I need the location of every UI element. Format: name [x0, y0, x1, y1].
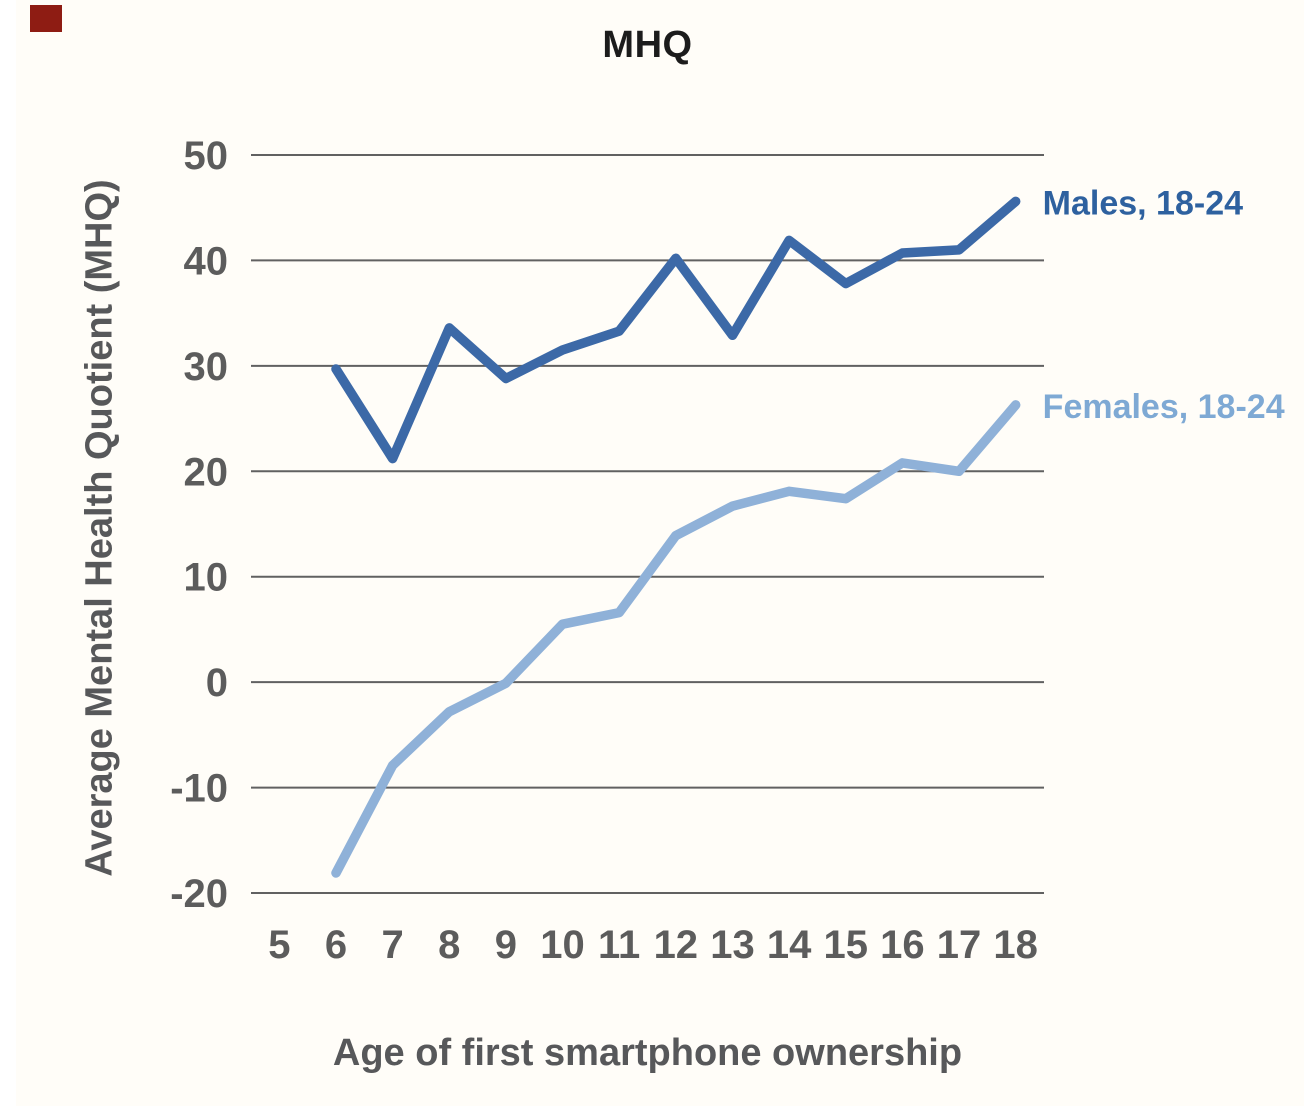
red-marker	[30, 5, 62, 32]
x-axis-title: Age of first smartphone ownership	[332, 1032, 963, 1074]
x-tick-label: 6	[325, 923, 347, 967]
left-edge-strip	[0, 0, 16, 1106]
x-tick-label: 8	[438, 923, 460, 967]
x-tick-label: 5	[268, 923, 290, 967]
y-tick-label: 10	[184, 556, 229, 600]
y-tick-label: -10	[170, 767, 228, 811]
x-tick-label: 11	[598, 923, 640, 967]
series-line-males	[331, 196, 1021, 464]
y-axis-title: Average Mental Health Quotient (MHQ)	[78, 179, 121, 877]
x-tick-label: 16	[880, 923, 925, 967]
x-tick-label: 18	[993, 923, 1038, 967]
y-tick-label: 30	[184, 345, 229, 389]
series-line-females	[331, 400, 1021, 878]
x-tick-label: 15	[824, 923, 869, 967]
x-tick-label: 12	[654, 923, 699, 967]
x-tick-label: 14	[767, 923, 812, 967]
y-tick-label: 20	[184, 450, 229, 494]
x-tick-label: 10	[540, 923, 585, 967]
x-tick-label: 17	[937, 923, 982, 967]
series-label-males: Males, 18-24	[1043, 184, 1243, 222]
chart-title: MHQ	[602, 24, 693, 66]
x-tick-label: 9	[495, 923, 517, 967]
y-tick-label: -20	[170, 872, 228, 916]
x-tick-label: 7	[381, 923, 403, 967]
y-tick-label: 0	[206, 661, 228, 705]
series-label-females: Females, 18-24	[1043, 388, 1285, 426]
y-tick-label: 40	[184, 239, 229, 283]
x-tick-label: 13	[710, 923, 755, 967]
y-tick-label: 50	[184, 134, 229, 178]
